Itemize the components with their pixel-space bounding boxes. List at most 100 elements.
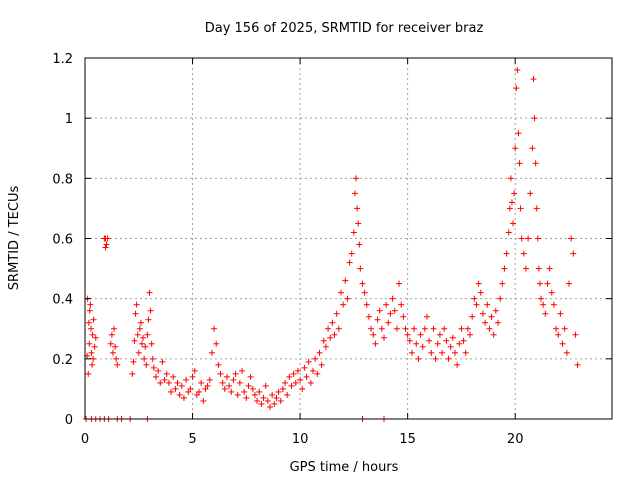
x-tick-labels: 0 5 10 15 20 — [81, 432, 524, 447]
data-point — [159, 358, 166, 365]
data-point — [506, 205, 513, 212]
data-point — [172, 385, 179, 392]
data-point — [228, 388, 235, 395]
data-point — [357, 265, 364, 272]
data-point — [346, 259, 353, 266]
data-point — [88, 349, 95, 356]
y-tick-label: 0.4 — [52, 293, 73, 308]
data-point — [104, 235, 111, 242]
data-point — [318, 361, 325, 368]
data-point — [497, 295, 504, 302]
data-point — [174, 379, 181, 386]
data-point — [152, 373, 159, 380]
data-point — [149, 355, 156, 362]
data-point — [402, 325, 409, 332]
x-tick-label: 10 — [292, 432, 309, 447]
data-point — [417, 331, 424, 338]
data-point — [90, 316, 97, 323]
data-point — [363, 301, 370, 308]
data-point — [378, 325, 385, 332]
data-point — [236, 379, 243, 386]
data-point — [202, 385, 209, 392]
data-point — [565, 280, 572, 287]
data-point — [130, 358, 137, 365]
data-point — [230, 376, 237, 383]
y-tick-labels: 0 0.2 0.4 0.6 0.8 1 1.2 — [52, 52, 73, 428]
data-point — [443, 337, 450, 344]
data-point — [136, 325, 143, 332]
data-point — [337, 289, 344, 296]
data-point — [511, 190, 518, 197]
data-point — [376, 307, 383, 314]
data-point — [168, 388, 175, 395]
data-point — [570, 250, 577, 257]
y-tick-label: 0.8 — [52, 172, 73, 187]
data-point — [85, 319, 92, 326]
data-point — [391, 307, 398, 314]
data-point — [176, 391, 183, 398]
data-point — [297, 376, 304, 383]
data-point — [479, 310, 486, 317]
y-tick-label: 1.2 — [52, 52, 73, 67]
data-points — [83, 67, 581, 422]
data-point — [247, 373, 254, 380]
data-point — [163, 370, 170, 377]
axis-ticks — [84, 57, 612, 420]
data-point — [340, 301, 347, 308]
data-point — [273, 394, 280, 401]
data-point — [314, 370, 321, 377]
chart-title: Day 156 of 2025, SRMTID for receiver bra… — [205, 21, 484, 36]
data-point — [108, 331, 115, 338]
data-point — [441, 325, 448, 332]
data-point — [299, 385, 306, 392]
data-point — [112, 343, 119, 350]
data-point — [198, 379, 205, 386]
data-point — [572, 331, 579, 338]
data-point — [525, 235, 532, 242]
data-point — [114, 361, 121, 368]
data-point — [462, 349, 469, 356]
data-point — [320, 337, 327, 344]
data-point — [368, 325, 375, 332]
data-point — [134, 331, 141, 338]
data-point — [147, 307, 154, 314]
x-tick-label: 0 — [81, 432, 89, 447]
data-point — [157, 379, 164, 386]
data-point — [206, 376, 213, 383]
data-point — [113, 355, 120, 362]
data-point — [288, 382, 295, 389]
data-point — [503, 250, 510, 257]
data-point — [475, 280, 482, 287]
data-point — [275, 388, 282, 395]
data-point — [449, 334, 456, 341]
data-point — [520, 250, 527, 257]
data-point — [518, 235, 525, 242]
data-point — [372, 340, 379, 347]
data-point — [305, 358, 312, 365]
data-point — [458, 325, 465, 332]
data-point — [434, 340, 441, 347]
data-point — [148, 340, 155, 347]
data-point — [533, 205, 540, 212]
data-point — [454, 361, 461, 368]
data-point — [129, 370, 136, 377]
data-point — [217, 370, 224, 377]
data-point — [544, 280, 551, 287]
data-point — [277, 397, 284, 404]
data-point — [385, 319, 392, 326]
data-point — [536, 280, 543, 287]
data-point — [180, 394, 187, 401]
data-point — [226, 382, 233, 389]
data-point — [223, 373, 230, 380]
data-point — [290, 370, 297, 377]
data-point — [404, 331, 411, 338]
data-point — [335, 325, 342, 332]
data-point — [142, 343, 149, 350]
data-point — [482, 319, 489, 326]
data-point — [91, 343, 98, 350]
data-point — [111, 325, 118, 332]
data-point — [546, 265, 553, 272]
data-point — [178, 382, 185, 389]
data-point — [354, 205, 361, 212]
data-point — [499, 280, 506, 287]
